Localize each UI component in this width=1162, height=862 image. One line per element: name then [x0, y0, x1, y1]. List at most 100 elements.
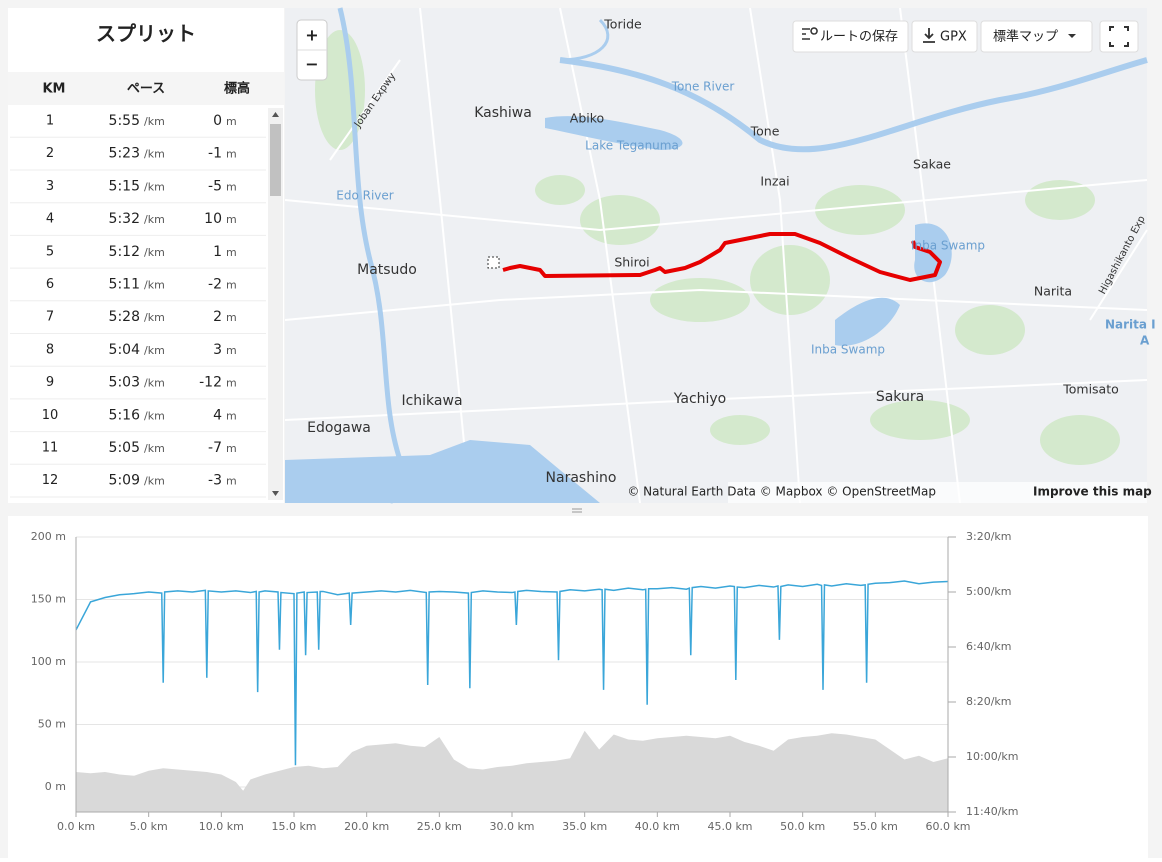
x-tick-label: 5.0 km [130, 820, 168, 833]
km-cell: 10 [42, 408, 59, 423]
pace-unit: /km [144, 148, 165, 161]
elevation-unit: m [226, 344, 237, 357]
map-style-label[interactable]: 標準マップ [993, 29, 1058, 45]
elevation-cell: 1 [213, 244, 222, 260]
zoom-controls: + − [296, 19, 328, 81]
elevation-cell: 2 [213, 309, 222, 325]
km-cell: 9 [46, 375, 54, 390]
route-icon [802, 27, 818, 40]
map[interactable]: Toride Kashiwa Abiko Tone River Lake Teg… [284, 7, 1156, 504]
gpx-label[interactable]: GPX [940, 30, 967, 45]
map-label: Ichikawa [401, 393, 462, 409]
zoom-in[interactable]: + [305, 26, 318, 45]
y2-tick-label: 6:40/km [966, 640, 1012, 653]
elevation-unit: m [226, 246, 237, 259]
fullscreen-button[interactable] [1099, 20, 1139, 53]
route [502, 232, 942, 282]
map-label: Narita I [1105, 318, 1156, 332]
pace-unit: /km [144, 115, 165, 128]
map-label: A [1140, 334, 1150, 348]
elevation-cell: 3 [213, 342, 222, 358]
map-label: Edogawa [307, 420, 371, 436]
map-label: Abiko [570, 111, 604, 126]
map-label: Toride [603, 17, 642, 32]
elevation-cell: 4 [213, 407, 222, 423]
rivers [337, 7, 1148, 504]
pace-cell: 5:15 [109, 178, 140, 194]
km-cell: 8 [46, 342, 54, 357]
elevation-cell: -12 [199, 375, 222, 391]
pace-cell: 5:32 [109, 211, 140, 227]
map-label: Matsudo [357, 262, 417, 278]
km-cell: 1 [46, 114, 54, 129]
attribution: © Natural Earth Data © Mapbox © OpenStre… [627, 485, 936, 499]
y-tick-label: 200 m [31, 530, 66, 543]
x-tick-label: 35.0 km [562, 820, 607, 833]
pace-unit: /km [144, 344, 165, 357]
splits-title: スプリット [96, 22, 196, 46]
zoom-out[interactable]: − [305, 55, 318, 74]
map-label: Edo River [336, 189, 394, 203]
scroll-thumb[interactable] [270, 124, 281, 196]
map-label: Inba Swamp [811, 343, 885, 357]
map-label: Sakae [913, 157, 951, 172]
elevation-area [76, 730, 948, 812]
elevation-cell: -5 [208, 178, 222, 194]
map-label: Inba Swamp [911, 239, 985, 253]
elevation-cell: 10 [204, 211, 222, 227]
pace-cell: 5:03 [109, 375, 140, 391]
y2-tick-label: 5:00/km [966, 585, 1012, 598]
x-tick-label: 55.0 km [853, 820, 898, 833]
x-tick-label: 50.0 km [780, 820, 825, 833]
x-tick-label: 10.0 km [199, 820, 244, 833]
pace-unit: /km [144, 279, 165, 292]
pace-cell: 5:11 [109, 277, 140, 293]
y-tick-label: 150 m [31, 593, 66, 606]
save-route-label[interactable]: ルートの保存 [820, 30, 898, 45]
km-cell: 12 [42, 473, 59, 488]
x-tick-label: 30.0 km [489, 820, 534, 833]
map-style-button[interactable] [980, 20, 1093, 53]
y2-tick-label: 8:20/km [966, 695, 1012, 708]
elevation-unit: m [226, 213, 237, 226]
pace-line [75, 580, 949, 766]
map-label: Lake Teganuma [585, 139, 679, 153]
x-tick-label: 25.0 km [417, 820, 462, 833]
y-tick-label: 50 m [38, 718, 66, 731]
km-cell: 4 [46, 212, 54, 227]
pace-cell: 5:12 [109, 244, 140, 260]
elevation-unit: m [226, 180, 237, 193]
pace-cell: 5:04 [109, 342, 141, 358]
x-tick-label: 20.0 km [344, 820, 389, 833]
km-cell: 6 [46, 277, 54, 292]
elevation-cell: -7 [208, 440, 222, 456]
elevation-unit: m [226, 148, 237, 161]
y2-tick-label: 3:20/km [966, 530, 1012, 543]
map-label: Tone River [671, 80, 735, 94]
pace-unit: /km [144, 442, 165, 455]
save-route-button[interactable] [792, 20, 909, 53]
map-label: Shiroi [614, 255, 649, 270]
pace-cell: 5:55 [109, 113, 140, 129]
x-tick-label: 0.0 km [57, 820, 95, 833]
y-tick-label: 0 m [45, 780, 66, 793]
elevation-cell: 0 [213, 113, 222, 129]
x-tick-label: 40.0 km [635, 820, 680, 833]
elevation-unit: m [226, 311, 237, 324]
caret [1068, 34, 1076, 38]
km-cell: 7 [46, 310, 54, 325]
map-label: Sakura [876, 389, 924, 405]
pace-unit: /km [144, 180, 165, 193]
attribution-bg [728, 482, 1147, 503]
pace-unit: /km [144, 409, 165, 422]
header-row [8, 72, 284, 105]
pace-cell: 5:09 [109, 473, 140, 489]
scrollbar[interactable] [268, 108, 283, 500]
chart: 0 m 50 m 100 m 150 m 200 m 3:20/km 5:00/km 6:40… [31, 530, 1019, 833]
y2-tick-label: 10:00/km [966, 750, 1019, 763]
elevation-cell: -3 [208, 473, 222, 489]
elevation-unit: m [226, 377, 237, 390]
y2-tick-label: 11:40/km [966, 805, 1019, 818]
improve-link[interactable]: Improve this map [1033, 485, 1152, 499]
x-tick-label: 15.0 km [271, 820, 316, 833]
